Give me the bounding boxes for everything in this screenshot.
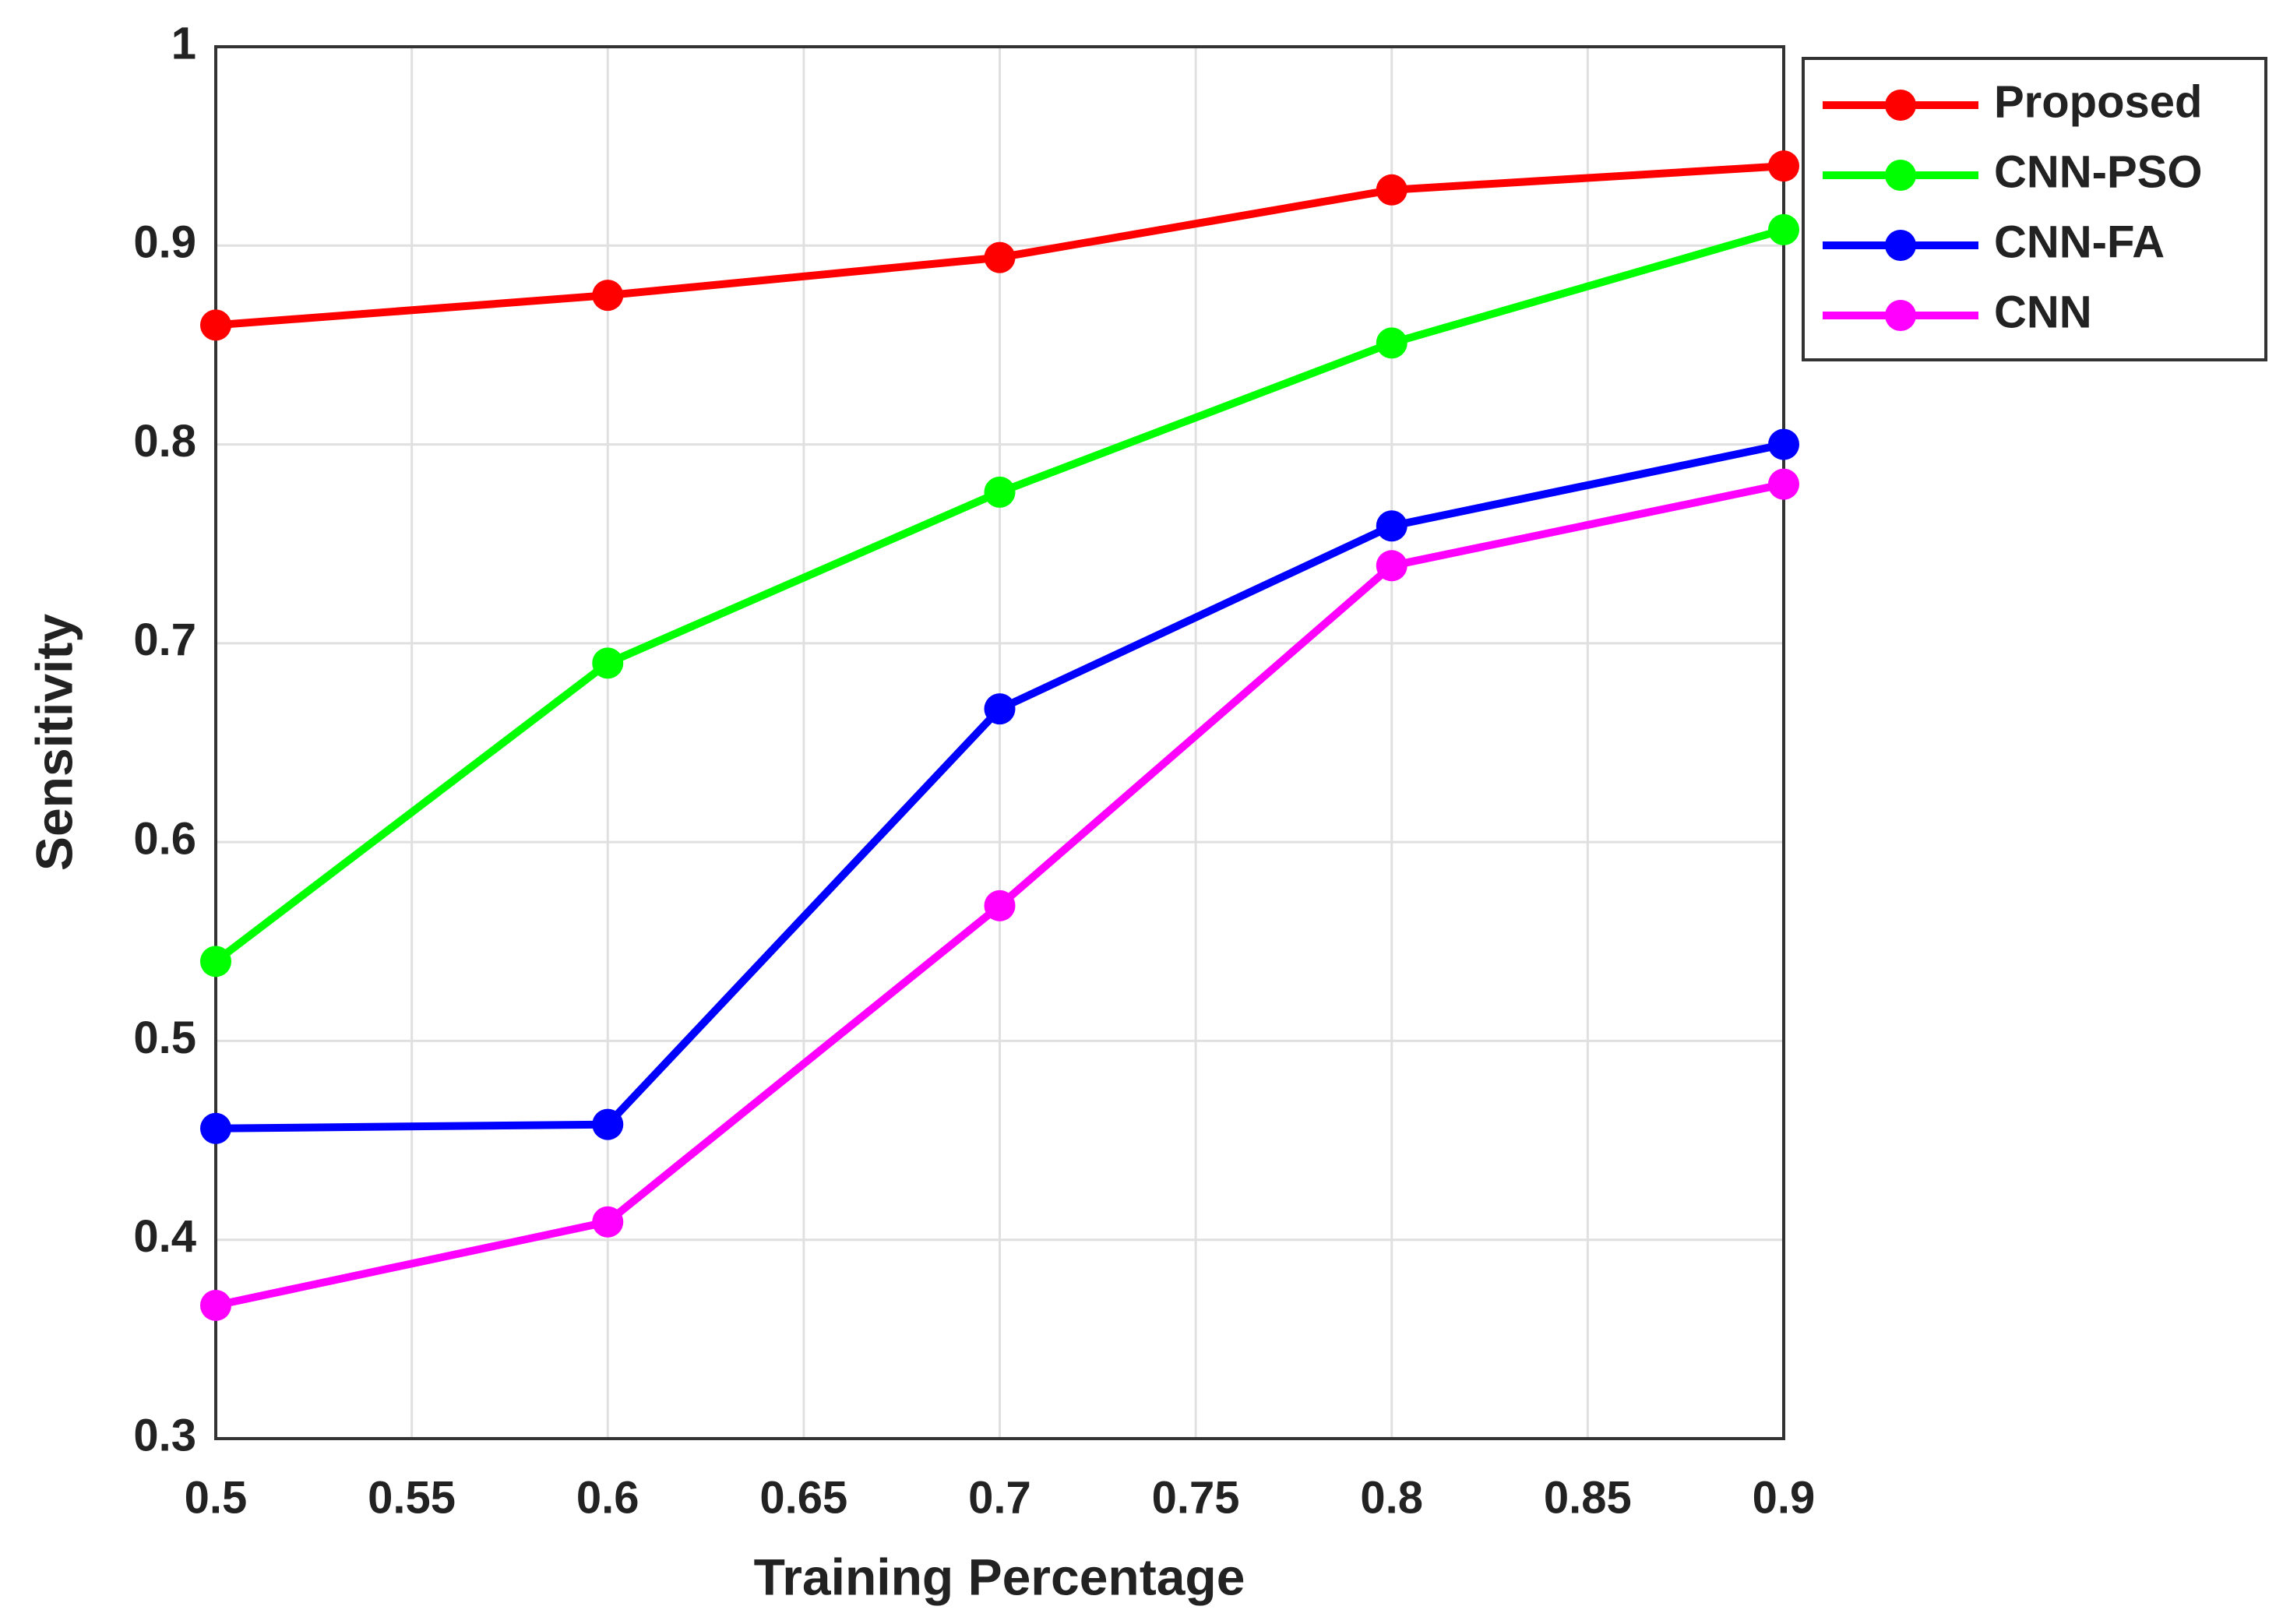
y-tick-label: 0.8 bbox=[133, 416, 196, 467]
data-point bbox=[1768, 213, 1799, 245]
data-point bbox=[984, 693, 1016, 725]
x-tick-label: 0.7 bbox=[968, 1472, 1031, 1523]
x-tick-label: 0.55 bbox=[368, 1472, 456, 1523]
data-point bbox=[1768, 150, 1799, 182]
data-point bbox=[1376, 510, 1407, 542]
x-axis-label: Training Percentage bbox=[754, 1548, 1245, 1605]
data-point bbox=[592, 1206, 624, 1238]
data-point bbox=[1768, 428, 1799, 460]
y-tick-label: 0.6 bbox=[133, 813, 196, 864]
y-tick-label: 0.9 bbox=[133, 217, 196, 268]
data-point bbox=[1376, 550, 1407, 582]
y-tick-label: 0.4 bbox=[133, 1211, 196, 1262]
data-point bbox=[200, 309, 231, 341]
legend-label: CNN-FA bbox=[1994, 217, 2165, 267]
y-axis-label: Sensitivity bbox=[25, 614, 83, 871]
data-point bbox=[592, 280, 624, 312]
legend-label: CNN bbox=[1994, 287, 2092, 337]
data-point bbox=[200, 1112, 231, 1144]
y-tick-label: 1 bbox=[171, 18, 196, 69]
data-point bbox=[592, 1108, 624, 1140]
x-tick-label: 0.5 bbox=[185, 1472, 248, 1523]
data-point bbox=[1376, 327, 1407, 359]
x-tick-label: 0.9 bbox=[1753, 1472, 1816, 1523]
x-tick-label: 0.85 bbox=[1544, 1472, 1632, 1523]
legend-label: Proposed bbox=[1994, 76, 2203, 127]
data-point bbox=[200, 946, 231, 978]
plot-frame bbox=[214, 45, 1785, 1440]
legend-marker bbox=[1885, 300, 1916, 331]
legend-label: CNN-PSO bbox=[1994, 146, 2202, 197]
x-tick-label: 0.6 bbox=[576, 1472, 639, 1523]
data-point bbox=[984, 241, 1016, 273]
y-tick-label: 0.3 bbox=[133, 1410, 196, 1460]
x-tick-label: 0.8 bbox=[1360, 1472, 1423, 1523]
data-point bbox=[200, 1289, 231, 1321]
x-tick-label: 0.65 bbox=[759, 1472, 847, 1523]
legend-marker bbox=[1885, 160, 1916, 191]
legend-marker bbox=[1885, 90, 1916, 121]
data-point bbox=[592, 647, 624, 679]
y-tick-label: 0.7 bbox=[133, 615, 196, 665]
data-point bbox=[984, 476, 1016, 508]
y-tick-label: 0.5 bbox=[133, 1013, 196, 1063]
data-point bbox=[984, 890, 1016, 921]
data-point bbox=[1376, 174, 1407, 206]
x-tick-label: 0.75 bbox=[1152, 1472, 1240, 1523]
data-point bbox=[1768, 468, 1799, 500]
legend-marker bbox=[1885, 230, 1916, 261]
